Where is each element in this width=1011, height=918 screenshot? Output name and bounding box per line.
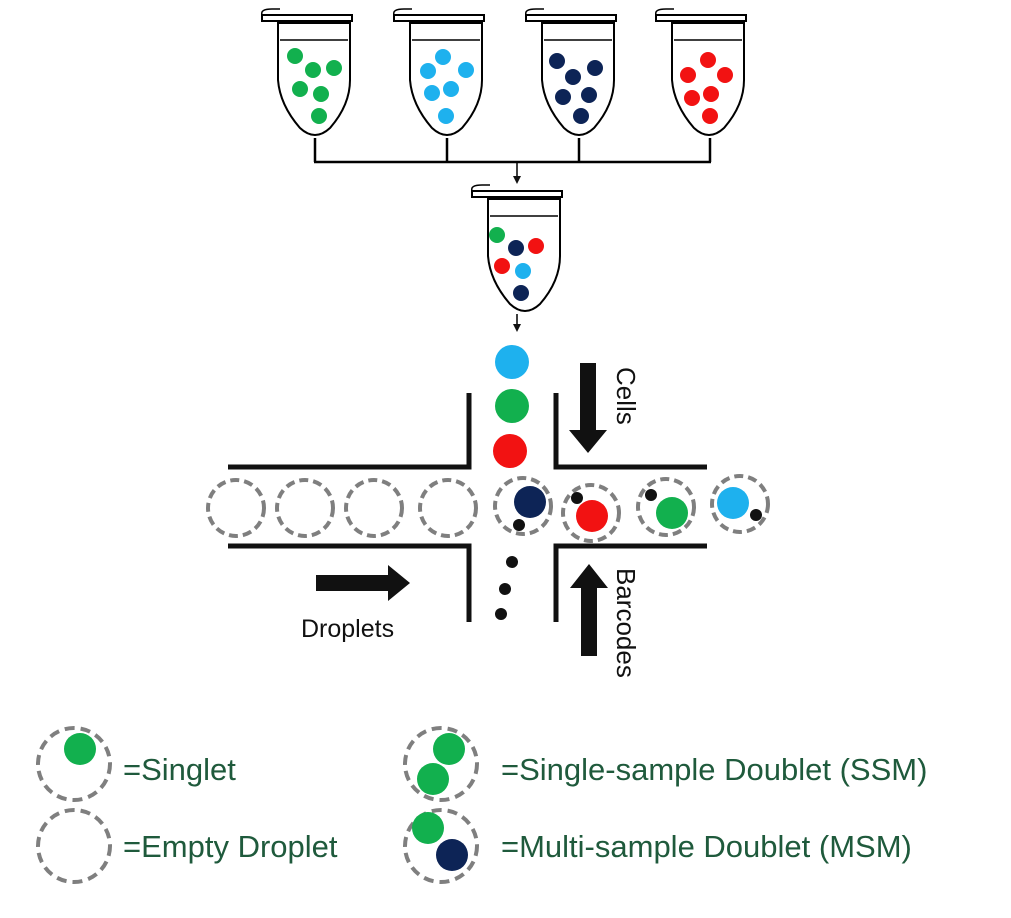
droplet-contents: [513, 486, 762, 532]
sample-tube-red: [654, 8, 747, 136]
cells-label: Cells: [611, 367, 641, 425]
channel-droplets: [206, 474, 770, 543]
cells-arrow: [569, 363, 607, 453]
pooling-connector: [313, 138, 712, 184]
legend-empty-label: =Empty Droplet: [123, 829, 338, 864]
legend-singlet-label: =Singlet: [123, 752, 236, 787]
pooled-tube: [470, 184, 563, 312]
droplets-arrow: [316, 565, 410, 601]
barcodes-label: Barcodes: [611, 568, 641, 678]
queued-cells: [493, 345, 529, 468]
legend: =Singlet =Empty Droplet =Single-sample D…: [36, 726, 927, 884]
barcodes-arrow: [570, 564, 608, 656]
sample-tube-light-blue: [392, 8, 485, 136]
legend-ssm-icon: [403, 726, 479, 802]
legend-ssm-label: =Single-sample Doublet (SSM): [501, 752, 927, 787]
sample-tube-navy: [524, 8, 617, 136]
microfluidic-channel: [228, 393, 707, 622]
legend-empty-icon: [36, 808, 112, 884]
legend-msm-label: =Multi-sample Doublet (MSM): [501, 829, 912, 864]
droplets-label: Droplets: [301, 615, 394, 643]
legend-singlet-icon: [36, 726, 112, 802]
legend-msm-icon: [403, 808, 479, 884]
barcode-beads: [495, 556, 518, 620]
sample-tube-green: [260, 8, 353, 136]
